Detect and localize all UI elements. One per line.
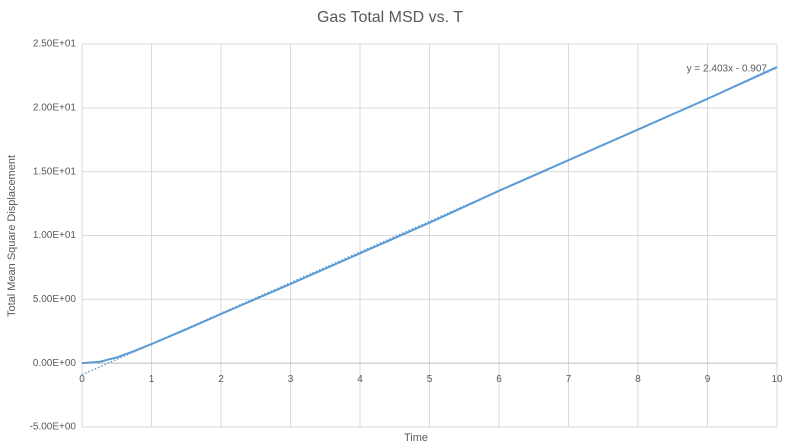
x-axis-label: Time (404, 432, 428, 444)
data-line (81, 66, 778, 365)
y-axis-label: Total Mean Square Displacement (6, 155, 18, 317)
y-tick-label: 2.00E+01 (33, 102, 77, 113)
x-tick-label: 4 (357, 374, 363, 385)
x-tick-label: 6 (496, 374, 502, 385)
x-tick-label: 1 (149, 374, 155, 385)
chart-title: Gas Total MSD vs. T (317, 9, 463, 26)
x-tick-label: 9 (705, 374, 711, 385)
y-tick-label: 0.00E+00 (33, 358, 77, 369)
x-tick-label: 3 (288, 374, 294, 385)
y-tick-label: 2.50E+01 (33, 39, 77, 50)
x-tick-label: 7 (566, 374, 572, 385)
x-tick-label: 0 (79, 374, 85, 385)
trendline-label: y = 2.403x - 0.907 (687, 64, 768, 75)
y-tick-label: 1.00E+01 (33, 230, 77, 241)
y-tick-label: 1.50E+01 (33, 166, 77, 177)
y-tick-label: 5.00E+00 (33, 294, 77, 305)
x-tick-label: 8 (635, 374, 641, 385)
x-tick-label: 10 (771, 374, 783, 385)
x-tick-label: 5 (427, 374, 433, 385)
x-tick-label: 2 (218, 374, 224, 385)
y-tick-label: -5.00E+00 (30, 422, 77, 433)
